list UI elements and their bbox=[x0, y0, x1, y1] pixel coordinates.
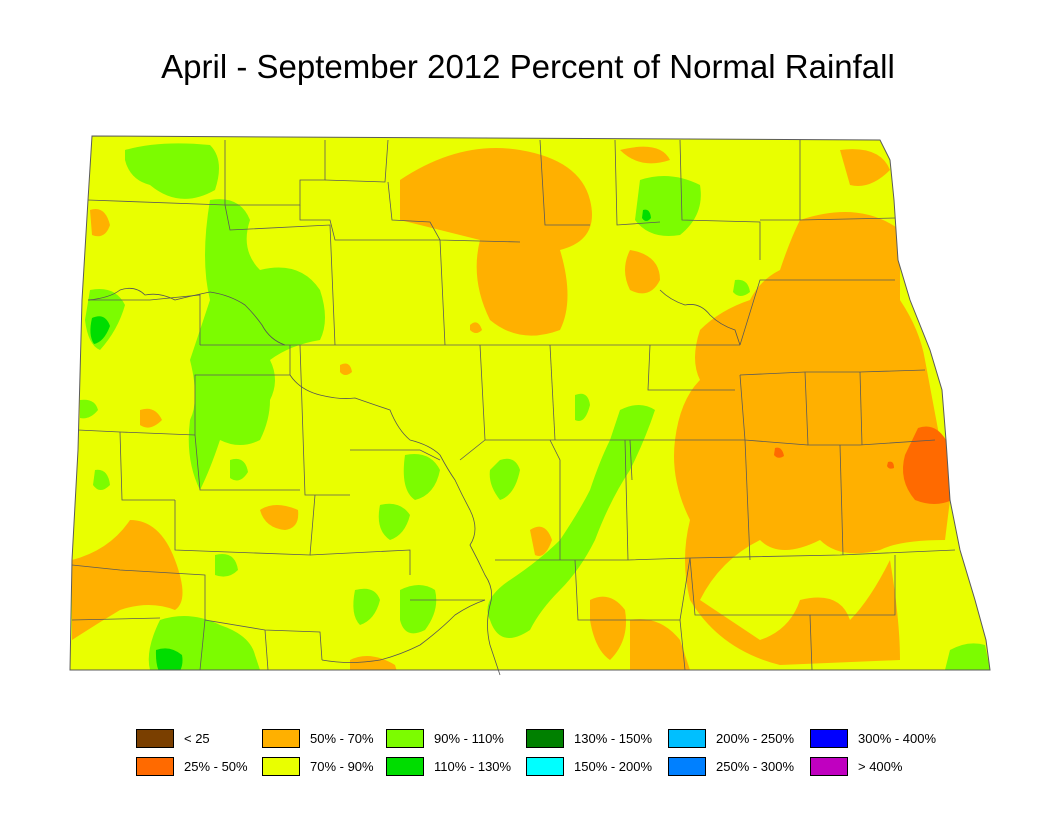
zone-25-50 bbox=[774, 426, 952, 504]
county-boundaries bbox=[71, 139, 956, 671]
map-title: April - September 2012 Percent of Normal… bbox=[161, 48, 895, 85]
rainfall-fill-layer bbox=[70, 136, 990, 670]
zone-50-70 bbox=[72, 146, 950, 670]
river-boundaries bbox=[87, 287, 741, 676]
zone-90-110 bbox=[80, 143, 990, 670]
state-boundary bbox=[69, 135, 991, 671]
zone-110-130 bbox=[90, 209, 651, 670]
